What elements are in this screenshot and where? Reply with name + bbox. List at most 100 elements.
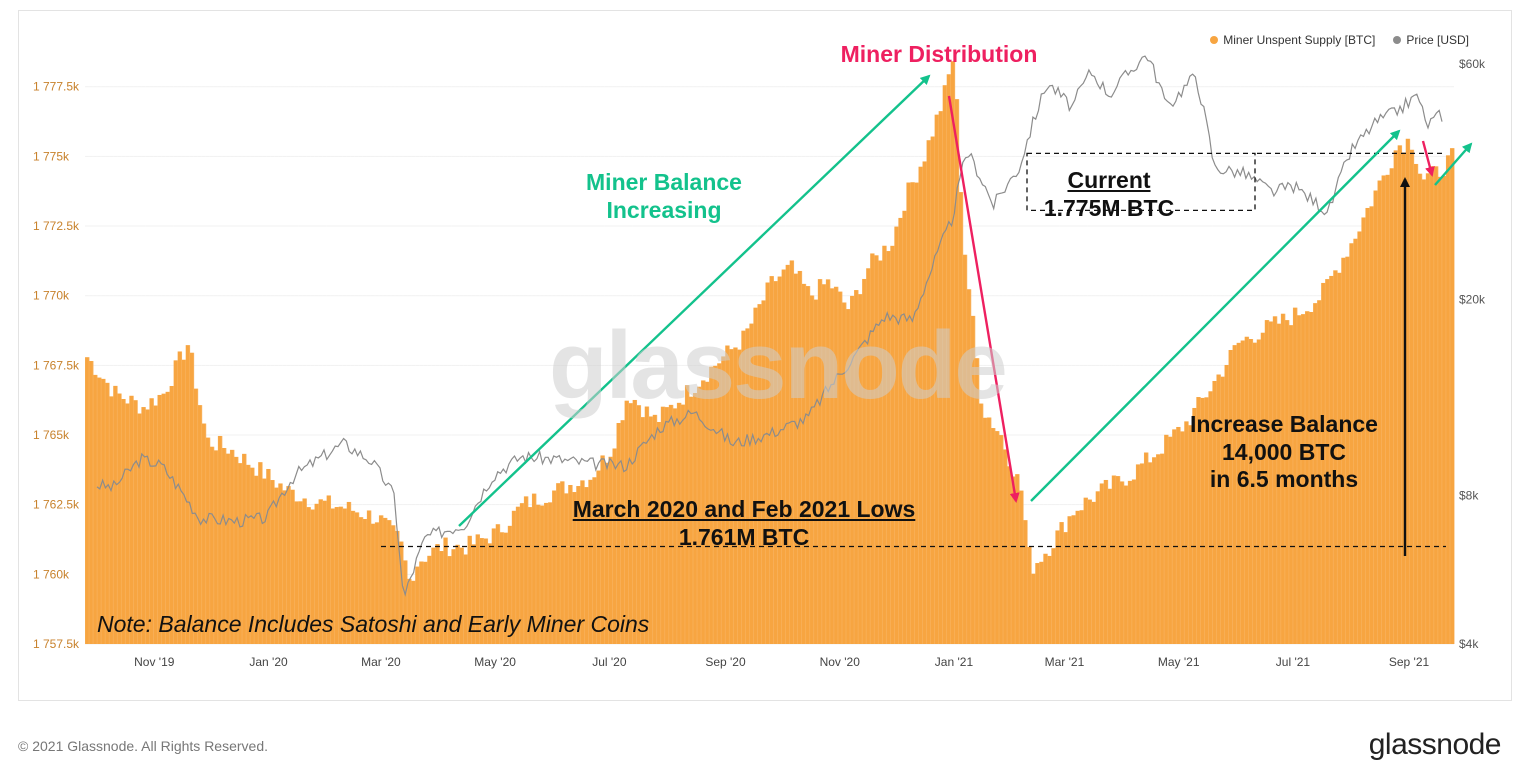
supply-bar xyxy=(986,417,992,644)
supply-bar xyxy=(1260,332,1266,644)
supply-bar xyxy=(982,417,988,644)
x-tick-label: Jul '20 xyxy=(592,655,627,669)
supply-bar xyxy=(854,290,859,644)
supply-bar xyxy=(342,508,348,644)
supply-bar xyxy=(616,423,621,644)
supply-bar xyxy=(519,503,525,644)
supply-bar xyxy=(1019,490,1024,644)
supply-bar xyxy=(1095,491,1101,644)
supply-bar xyxy=(1292,307,1298,644)
supply-bar xyxy=(765,282,770,644)
supply-bar xyxy=(1043,553,1048,644)
supply-bar xyxy=(1437,176,1443,644)
supply-bar xyxy=(1232,345,1237,644)
supply-bar xyxy=(588,479,593,644)
supply-bar xyxy=(209,446,215,644)
supply-bar xyxy=(507,525,513,644)
supply-bar xyxy=(294,501,299,644)
supply-bar xyxy=(878,260,883,644)
supply-bar xyxy=(1188,425,1193,644)
supply-bar xyxy=(515,506,521,644)
supply-bar xyxy=(435,544,440,644)
supply-bar xyxy=(1071,515,1076,644)
y-left-tick-label: 1 760k xyxy=(33,567,70,581)
supply-bar xyxy=(1143,452,1149,644)
supply-bar xyxy=(463,554,468,644)
supply-bar xyxy=(850,295,855,644)
brand-logo: glassnode xyxy=(1368,728,1502,761)
x-tick-label: Mar '21 xyxy=(1045,655,1085,669)
supply-bar xyxy=(576,486,581,644)
y-left-tick-label: 1 772.5k xyxy=(33,219,80,233)
supply-bar xyxy=(1365,207,1370,644)
supply-bar xyxy=(455,544,460,644)
supply-bar xyxy=(664,407,670,644)
supply-bar xyxy=(93,374,98,644)
supply-bar xyxy=(386,520,392,644)
legend-supply[interactable]: Miner Unspent Supply [BTC] xyxy=(1210,33,1375,47)
supply-bar xyxy=(407,578,412,644)
supply-bar xyxy=(274,487,279,644)
supply-bar xyxy=(676,402,682,644)
supply-bar xyxy=(660,406,666,644)
supply-bar xyxy=(874,255,879,644)
supply-bar xyxy=(137,413,142,644)
legend-price[interactable]: Price [USD] xyxy=(1393,33,1469,47)
supply-bar xyxy=(1252,342,1258,644)
supply-bar xyxy=(487,543,493,644)
supply-bar xyxy=(467,535,472,644)
x-tick-label: May '21 xyxy=(1158,655,1200,669)
supply-bar xyxy=(495,524,501,644)
supply-bar xyxy=(680,404,686,644)
supply-bar xyxy=(1268,321,1274,644)
supply-bar xyxy=(753,307,758,644)
supply-bar xyxy=(942,85,948,644)
supply-bar xyxy=(354,512,360,644)
supply-bar xyxy=(785,264,791,644)
supply-bar xyxy=(1321,282,1326,644)
supply-bar xyxy=(1047,555,1052,644)
supply-bar xyxy=(1079,510,1084,644)
supply-bar xyxy=(189,352,195,644)
supply-bar xyxy=(1445,155,1451,644)
supply-bar xyxy=(185,345,191,644)
supply-bar xyxy=(600,455,605,644)
supply-bar xyxy=(105,382,110,644)
supply-bar xyxy=(326,495,332,644)
supply-bar xyxy=(910,182,915,644)
supply-bar xyxy=(946,74,952,645)
supply-bar xyxy=(1433,166,1439,645)
supply-bar xyxy=(290,489,295,644)
supply-bar xyxy=(85,357,90,644)
supply-bar xyxy=(1317,300,1322,644)
lows-label: March 2020 and Feb 2021 Lows 1.761M BTC xyxy=(572,496,916,550)
supply-bar xyxy=(709,366,714,644)
supply-bar xyxy=(1196,397,1201,644)
supply-bar xyxy=(1168,436,1173,644)
supply-bar xyxy=(652,414,658,644)
supply-bar xyxy=(358,517,364,644)
supply-bar xyxy=(1119,481,1125,644)
supply-bar xyxy=(1127,480,1133,644)
supply-bar xyxy=(870,253,875,644)
supply-bar xyxy=(1131,479,1137,644)
x-tick-label: Nov '20 xyxy=(820,655,861,669)
supply-bar xyxy=(1425,173,1431,644)
y-right-tick-label: $4k xyxy=(1459,637,1479,651)
supply-bar xyxy=(1417,173,1423,644)
supply-bar xyxy=(338,506,344,644)
supply-bar xyxy=(837,291,843,644)
watermark: glassnode xyxy=(549,312,1008,419)
increase-balance-label: Increase Balance 14,000 BTC in 6.5 month… xyxy=(1190,411,1378,493)
supply-bar xyxy=(552,490,557,644)
supply-bar xyxy=(918,166,923,644)
chart-svg: 1 757.5k 1 760k 1 762.5k 1 765k 1 767.5k 1 77… xyxy=(33,31,1486,669)
supply-bar xyxy=(1180,431,1185,644)
supply-bar xyxy=(938,111,944,644)
supply-bar xyxy=(805,286,811,644)
supply-bar xyxy=(471,544,476,644)
supply-bar xyxy=(302,498,307,644)
supply-bar xyxy=(1377,180,1382,644)
supply-bar xyxy=(403,560,408,644)
supply-bar xyxy=(974,358,980,644)
